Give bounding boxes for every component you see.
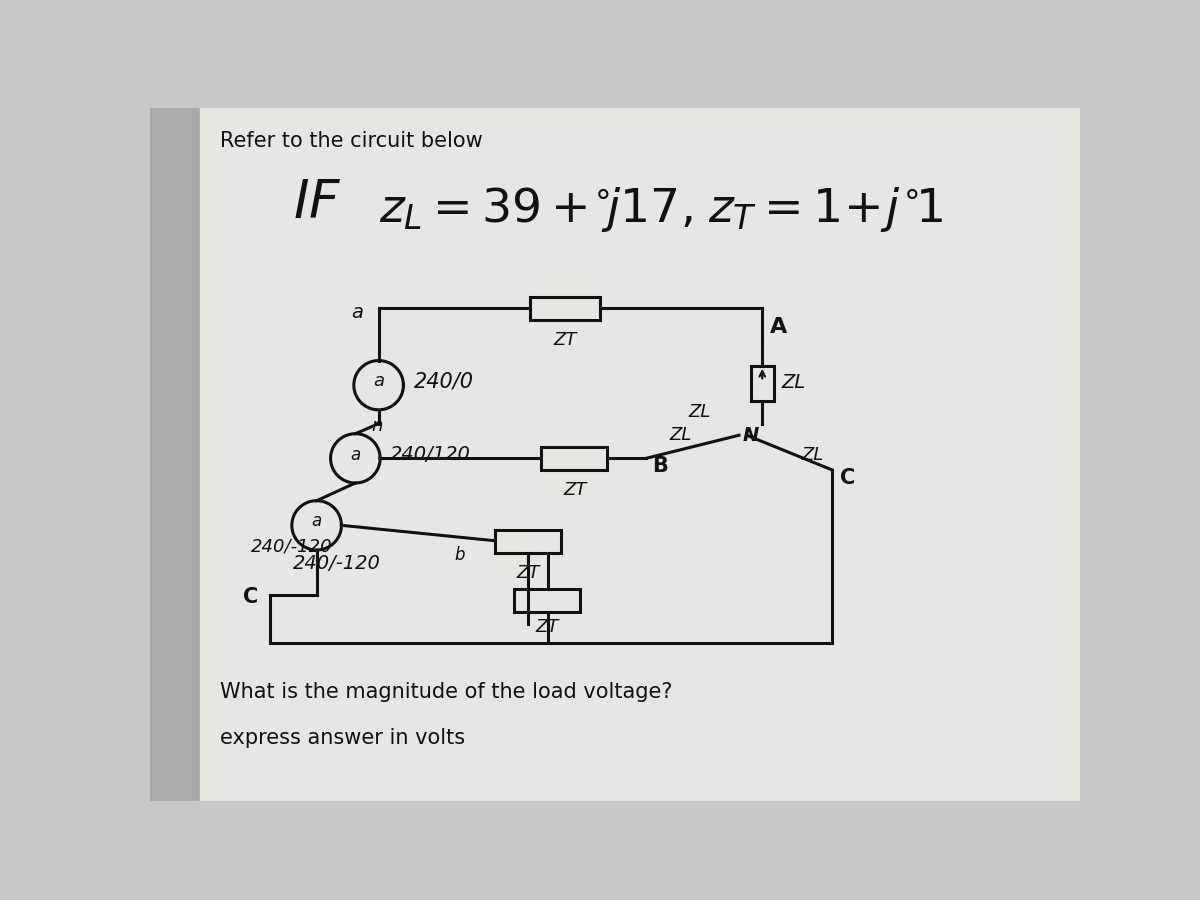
Text: 240/-120: 240/-120 — [251, 538, 332, 556]
Text: 240/-120: 240/-120 — [293, 554, 382, 573]
Text: a: a — [352, 302, 364, 321]
Bar — [751, 366, 774, 400]
Text: n: n — [371, 417, 383, 435]
Text: ZT: ZT — [536, 617, 559, 635]
Text: A: A — [770, 318, 787, 338]
Text: N: N — [743, 426, 760, 445]
Text: ZT: ZT — [563, 482, 587, 500]
Text: $z_{\mathit{L}}=39+\!{}^{\circ}\!j17,$: $z_{\mathit{L}}=39+\!{}^{\circ}\!j17,$ — [379, 185, 692, 234]
Text: a: a — [373, 373, 384, 391]
Bar — [541, 446, 607, 470]
Bar — [515, 590, 580, 612]
Text: What is the magnitude of the load voltage?: What is the magnitude of the load voltag… — [220, 681, 672, 702]
Text: b: b — [455, 545, 466, 563]
Text: ZL: ZL — [689, 403, 710, 421]
Text: express answer in volts: express answer in volts — [220, 728, 464, 748]
Text: $\mathit{IF}$: $\mathit{IF}$ — [293, 177, 342, 230]
Text: ZL: ZL — [802, 446, 823, 464]
Text: C: C — [244, 587, 258, 607]
Bar — [529, 297, 600, 320]
Text: 240/120: 240/120 — [390, 445, 472, 464]
Text: ZL: ZL — [670, 427, 691, 445]
Text: $z_{\mathit{T}}=1\!+\!j^{\circ}\!1$: $z_{\mathit{T}}=1\!+\!j^{\circ}\!1$ — [708, 185, 943, 234]
Text: a: a — [312, 512, 322, 530]
Text: a: a — [350, 446, 360, 464]
Text: ZT: ZT — [516, 563, 540, 581]
Text: 240/0: 240/0 — [414, 372, 474, 392]
Text: ZL: ZL — [781, 374, 806, 392]
Bar — [150, 108, 200, 801]
Bar — [494, 530, 560, 554]
Text: ZT: ZT — [553, 331, 576, 349]
Text: Refer to the circuit below: Refer to the circuit below — [220, 131, 482, 151]
Text: C: C — [840, 468, 854, 488]
Text: B: B — [653, 456, 668, 476]
